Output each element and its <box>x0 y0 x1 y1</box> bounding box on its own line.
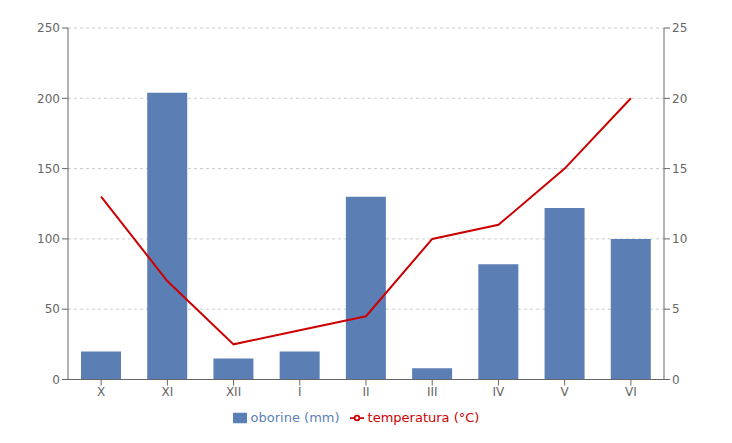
svg-text:20: 20 <box>672 92 687 106</box>
svg-text:100: 100 <box>37 232 60 246</box>
svg-text:X: X <box>97 385 105 399</box>
svg-text:0: 0 <box>672 373 680 387</box>
svg-text:200: 200 <box>37 92 60 106</box>
svg-text:250: 250 <box>37 21 60 35</box>
svg-text:VI: VI <box>625 385 637 399</box>
svg-text:XII: XII <box>226 385 241 399</box>
html-text:oborine (mm): oborine (mm) <box>250 409 340 425</box>
svg-text:10: 10 <box>672 232 687 246</box>
svg-text:III: III <box>427 385 438 399</box>
svg-text:II: II <box>362 385 369 399</box>
svg-text:I: I <box>298 385 302 399</box>
html-text:temperatura (°C): temperatura (°C) <box>367 409 480 425</box>
svg-text:5: 5 <box>672 302 680 316</box>
svg-text:150: 150 <box>37 162 60 176</box>
svg-text:V: V <box>561 385 570 399</box>
svg-text:0: 0 <box>52 373 60 387</box>
svg-text:IV: IV <box>493 385 506 399</box>
svg-text:25: 25 <box>672 21 687 35</box>
svg-text:15: 15 <box>672 162 687 176</box>
svg-text:XI: XI <box>161 385 173 399</box>
svg-text:50: 50 <box>45 302 60 316</box>
